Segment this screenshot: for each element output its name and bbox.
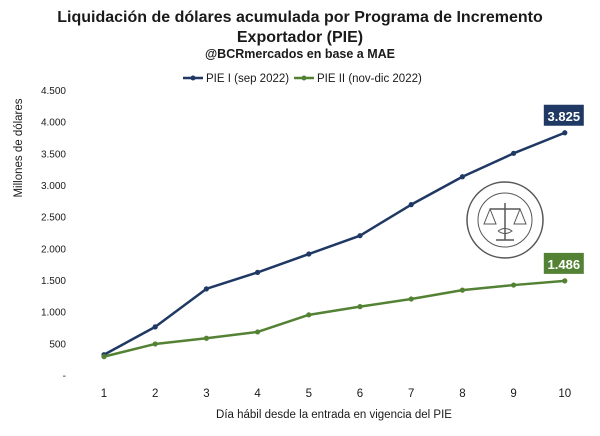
x-tick-label: 2 bbox=[152, 388, 158, 400]
data-point bbox=[510, 282, 517, 288]
watermark-seal bbox=[466, 181, 544, 259]
x-tick-label: 7 bbox=[408, 388, 414, 400]
y-tick-label: 1.000 bbox=[41, 308, 66, 319]
y-axis-label: Millones de dólares bbox=[13, 98, 25, 197]
data-point bbox=[255, 269, 261, 275]
x-tick-label: 8 bbox=[459, 388, 465, 400]
data-point bbox=[408, 202, 414, 208]
y-tick-label: 3.000 bbox=[41, 181, 66, 192]
y-tick-label: 2.000 bbox=[41, 244, 66, 255]
series-line-1 bbox=[103, 131, 566, 356]
end-label-2: 1.486 bbox=[548, 257, 581, 272]
data-point bbox=[203, 335, 209, 341]
chart-title-line1: Liquidación de dólares acumulada por Pro… bbox=[57, 9, 543, 26]
data-point bbox=[562, 278, 568, 284]
data-point bbox=[306, 312, 312, 318]
y-tick-label: 4.500 bbox=[41, 86, 66, 97]
legend-label-pie2: PIE II (nov-dic 2022) bbox=[317, 73, 422, 85]
legend: PIE I (sep 2022) PIE II (nov-dic 2022) bbox=[183, 73, 422, 85]
data-point bbox=[459, 287, 465, 293]
x-axis-label: Día hábil desde la entrada en vigencia d… bbox=[216, 409, 452, 421]
legend-marker-pie1 bbox=[190, 75, 196, 81]
data-point bbox=[101, 354, 107, 360]
x-tick-label: 5 bbox=[306, 388, 312, 400]
data-point bbox=[152, 341, 158, 347]
y-tick-label: 3.500 bbox=[41, 149, 66, 160]
end-label-box-2 bbox=[543, 252, 584, 274]
end-label-1: 3.825 bbox=[548, 109, 581, 124]
legend-marker-pie2 bbox=[301, 75, 307, 81]
data-point bbox=[408, 296, 414, 302]
data-point bbox=[306, 251, 312, 257]
data-point bbox=[152, 324, 158, 330]
data-point bbox=[357, 233, 363, 239]
legend-label-pie1: PIE I (sep 2022) bbox=[206, 73, 289, 85]
x-tick-label: 4 bbox=[254, 388, 261, 400]
y-tick-label: 1.500 bbox=[41, 276, 66, 287]
y-tick-label: 500 bbox=[49, 339, 66, 350]
y-tick-label: 4.000 bbox=[41, 118, 66, 129]
data-point bbox=[357, 304, 363, 310]
x-tick-label: 1 bbox=[101, 388, 107, 400]
chart-subtitle: @BCRmercados en base a MAE bbox=[204, 47, 396, 61]
end-labels: 3.825 1.486 bbox=[543, 104, 584, 274]
data-point bbox=[562, 130, 568, 136]
data-point bbox=[459, 174, 465, 180]
series-line-2 bbox=[103, 279, 565, 358]
data-point bbox=[255, 329, 261, 335]
x-tick-label: 6 bbox=[357, 388, 363, 400]
y-tick-label: - bbox=[63, 371, 66, 382]
x-tick-label: 3 bbox=[203, 388, 209, 400]
chart-title-line2: Exportador (PIE) bbox=[236, 29, 364, 46]
axes: - 500 1.000 1.500 2.000 2.500 3.000 3.500 4.000 4… bbox=[41, 86, 571, 400]
data-point bbox=[510, 150, 517, 156]
series-group bbox=[101, 130, 568, 360]
data-point bbox=[203, 286, 209, 292]
end-label-box-1 bbox=[543, 104, 584, 126]
x-tick-label: 9 bbox=[510, 388, 516, 400]
x-tick-label: 10 bbox=[558, 388, 571, 400]
y-tick-label: 2.500 bbox=[41, 213, 66, 224]
